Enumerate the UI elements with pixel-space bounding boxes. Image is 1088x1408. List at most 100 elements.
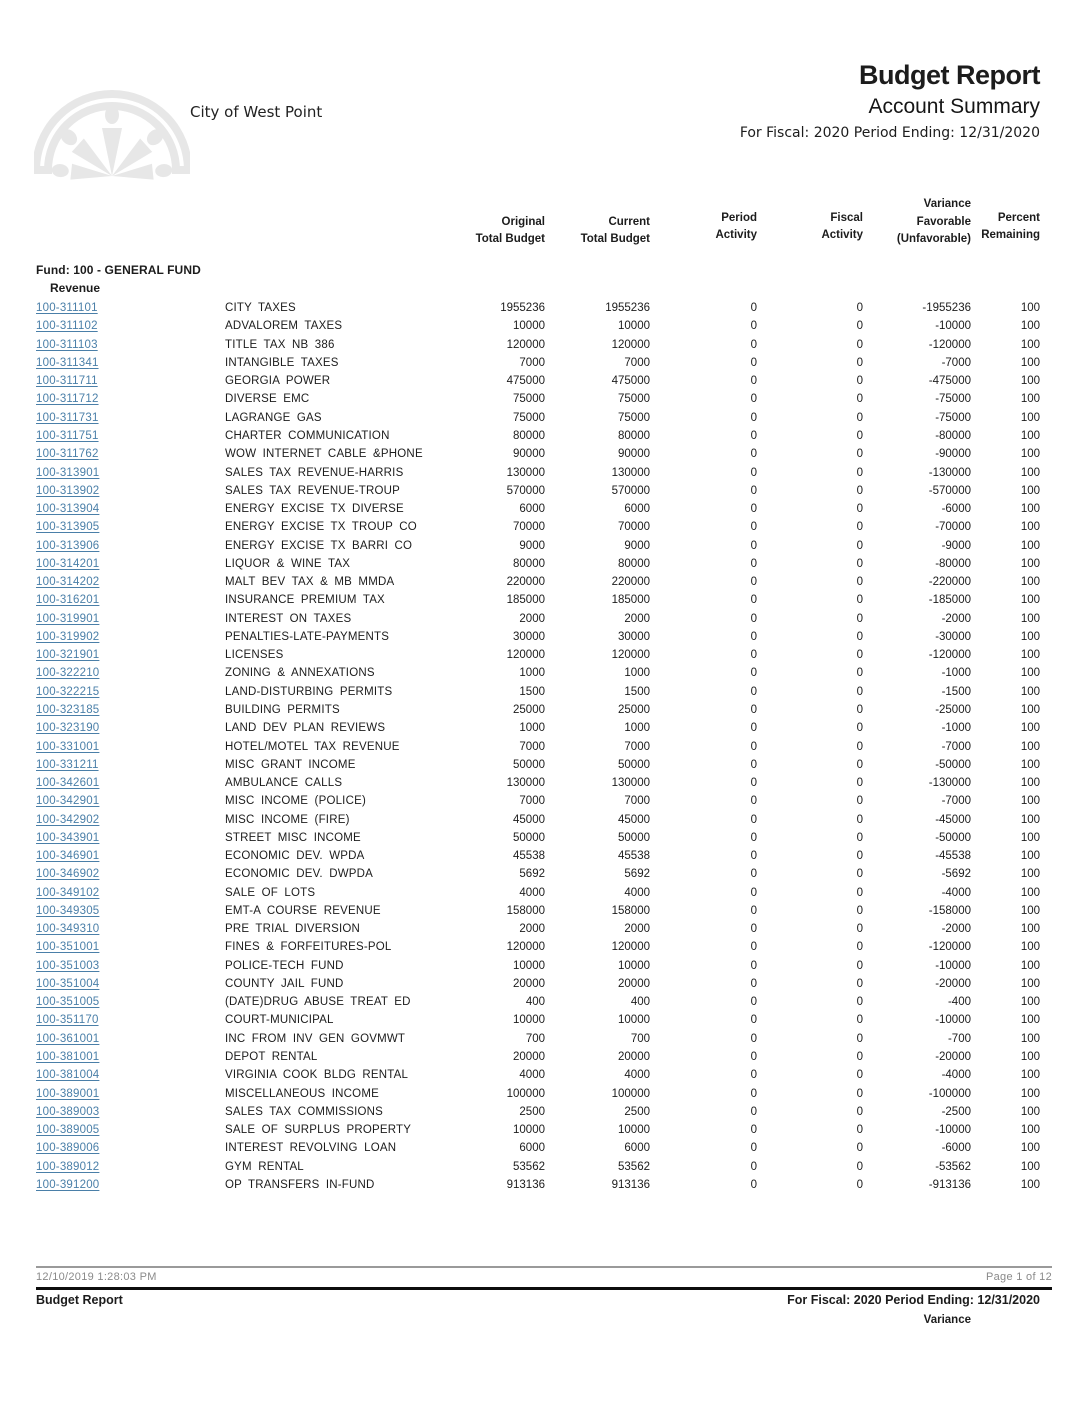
- account-link[interactable]: 100-346901: [36, 850, 100, 863]
- period-activity: 0: [750, 1142, 757, 1155]
- account-link[interactable]: 100-346902: [36, 868, 100, 881]
- period-activity: 0: [750, 302, 757, 315]
- account-link[interactable]: 100-311103: [36, 338, 98, 351]
- account-link[interactable]: 100-343901: [36, 831, 100, 844]
- account-link[interactable]: 100-319902: [36, 630, 100, 643]
- period-activity: 0: [750, 576, 757, 589]
- footer-period-line: For Fiscal: 2020 Period Ending: 12/31/20…: [787, 1293, 1040, 1307]
- account-link[interactable]: 100-361001: [36, 1032, 100, 1045]
- fiscal-activity: 0: [856, 740, 863, 753]
- account-link[interactable]: 100-391200: [36, 1178, 100, 1191]
- fiscal-activity: 0: [856, 1032, 863, 1045]
- variance-favorable: -2000: [941, 923, 971, 936]
- variance-favorable: -80000: [935, 429, 971, 442]
- account-link[interactable]: 100-342601: [36, 777, 100, 790]
- account-link[interactable]: 100-381004: [36, 1069, 100, 1082]
- account-link[interactable]: 100-311102: [36, 320, 98, 333]
- account-link[interactable]: 100-311341: [36, 356, 99, 369]
- current-total-budget: 2000: [624, 612, 650, 625]
- period-activity: 0: [750, 557, 757, 570]
- account-link[interactable]: 100-349102: [36, 886, 100, 899]
- variance-favorable: -7000: [941, 356, 971, 369]
- account-link[interactable]: 100-313906: [36, 539, 100, 552]
- account-link[interactable]: 100-316201: [36, 594, 100, 607]
- original-total-budget: 10000: [513, 959, 545, 972]
- current-total-budget: 75000: [618, 393, 650, 406]
- variance-favorable: -45538: [935, 850, 971, 863]
- account-link[interactable]: 100-331001: [36, 740, 100, 753]
- fiscal-activity: 0: [856, 338, 863, 351]
- account-link[interactable]: 100-351003: [36, 959, 100, 972]
- account-link[interactable]: 100-323185: [36, 703, 100, 716]
- account-description: SALE OF LOTS: [225, 886, 316, 899]
- account-link[interactable]: 100-311101: [36, 302, 98, 315]
- account-link[interactable]: 100-311711: [36, 375, 98, 388]
- variance-favorable: -53562: [935, 1160, 971, 1173]
- current-total-budget: 45538: [618, 850, 650, 863]
- period-activity: 0: [750, 320, 757, 333]
- account-link[interactable]: 100-313905: [36, 521, 100, 534]
- account-link[interactable]: 100-381001: [36, 1051, 100, 1064]
- account-link[interactable]: 100-322210: [36, 667, 100, 680]
- account-link[interactable]: 100-311762: [36, 448, 99, 461]
- percent-remaining: 100: [1020, 649, 1040, 662]
- current-total-budget: 100000: [611, 1087, 650, 1100]
- account-link[interactable]: 100-313904: [36, 503, 100, 516]
- variance-favorable: -185000: [928, 594, 971, 607]
- variance-favorable: -80000: [935, 557, 971, 570]
- account-link[interactable]: 100-319901: [36, 612, 100, 625]
- variance-favorable: -10000: [935, 320, 971, 333]
- percent-remaining: 100: [1020, 758, 1040, 771]
- fiscal-activity: 0: [856, 777, 863, 790]
- account-description: GEORGIA POWER: [225, 375, 331, 388]
- account-link[interactable]: 100-342902: [36, 813, 100, 826]
- account-description: SALES TAX REVENUE-HARRIS: [225, 466, 404, 479]
- period-activity: 0: [750, 813, 757, 826]
- account-link[interactable]: 100-323190: [36, 722, 100, 735]
- account-link[interactable]: 100-389006: [36, 1142, 100, 1155]
- period-activity: 0: [750, 850, 757, 863]
- account-link[interactable]: 100-322215: [36, 685, 100, 698]
- percent-remaining: 100: [1020, 448, 1040, 461]
- fiscal-activity: 0: [856, 630, 863, 643]
- original-total-budget: 2000: [519, 923, 545, 936]
- col-header-original-l1: Original: [501, 215, 545, 228]
- account-link[interactable]: 100-331211: [36, 758, 99, 771]
- variance-favorable: -7000: [941, 740, 971, 753]
- variance-favorable: -6000: [941, 1142, 971, 1155]
- account-link[interactable]: 100-314202: [36, 576, 100, 589]
- account-link[interactable]: 100-311712: [36, 393, 99, 406]
- account-link[interactable]: 100-389012: [36, 1160, 100, 1173]
- account-link[interactable]: 100-389003: [36, 1105, 100, 1118]
- table-row: 100-311102 ADVALOREM TAXES 10000 10000 0…: [0, 317, 1088, 335]
- fiscal-activity: 0: [856, 703, 863, 716]
- fiscal-activity: 0: [856, 886, 863, 899]
- account-description: LAND DEV PLAN REVIEWS: [225, 722, 386, 735]
- account-link[interactable]: 100-313901: [36, 466, 100, 479]
- account-link[interactable]: 100-351004: [36, 977, 100, 990]
- account-link[interactable]: 100-389001: [36, 1087, 100, 1100]
- original-total-budget: 80000: [513, 429, 545, 442]
- account-link[interactable]: 100-313902: [36, 484, 100, 497]
- account-description: LAGRANGE GAS: [225, 411, 322, 424]
- account-link[interactable]: 100-351001: [36, 941, 100, 954]
- account-link[interactable]: 100-349305: [36, 904, 100, 917]
- table-row: 100-311711 GEORGIA POWER 475000 475000 0…: [0, 372, 1088, 390]
- original-total-budget: 10000: [513, 1124, 545, 1137]
- account-link[interactable]: 100-342901: [36, 795, 100, 808]
- account-link[interactable]: 100-314201: [36, 557, 100, 570]
- account-link[interactable]: 100-311731: [36, 411, 99, 424]
- account-link[interactable]: 100-311751: [36, 429, 99, 442]
- account-link[interactable]: 100-351170: [36, 1014, 99, 1027]
- fiscal-activity: 0: [856, 320, 863, 333]
- account-link[interactable]: 100-349310: [36, 923, 100, 936]
- table-row: 100-351005 (DATE)DRUG ABUSE TREAT ED 400…: [0, 993, 1088, 1011]
- account-link[interactable]: 100-389005: [36, 1124, 100, 1137]
- account-link[interactable]: 100-351005: [36, 996, 100, 1009]
- original-total-budget: 4000: [519, 1069, 545, 1082]
- table-row: 100-311731 LAGRANGE GAS 75000 75000 0 0 …: [0, 409, 1088, 427]
- fiscal-activity: 0: [856, 1160, 863, 1173]
- original-total-budget: 1955236: [500, 302, 545, 315]
- variance-favorable: -25000: [935, 703, 971, 716]
- account-link[interactable]: 100-321901: [36, 649, 100, 662]
